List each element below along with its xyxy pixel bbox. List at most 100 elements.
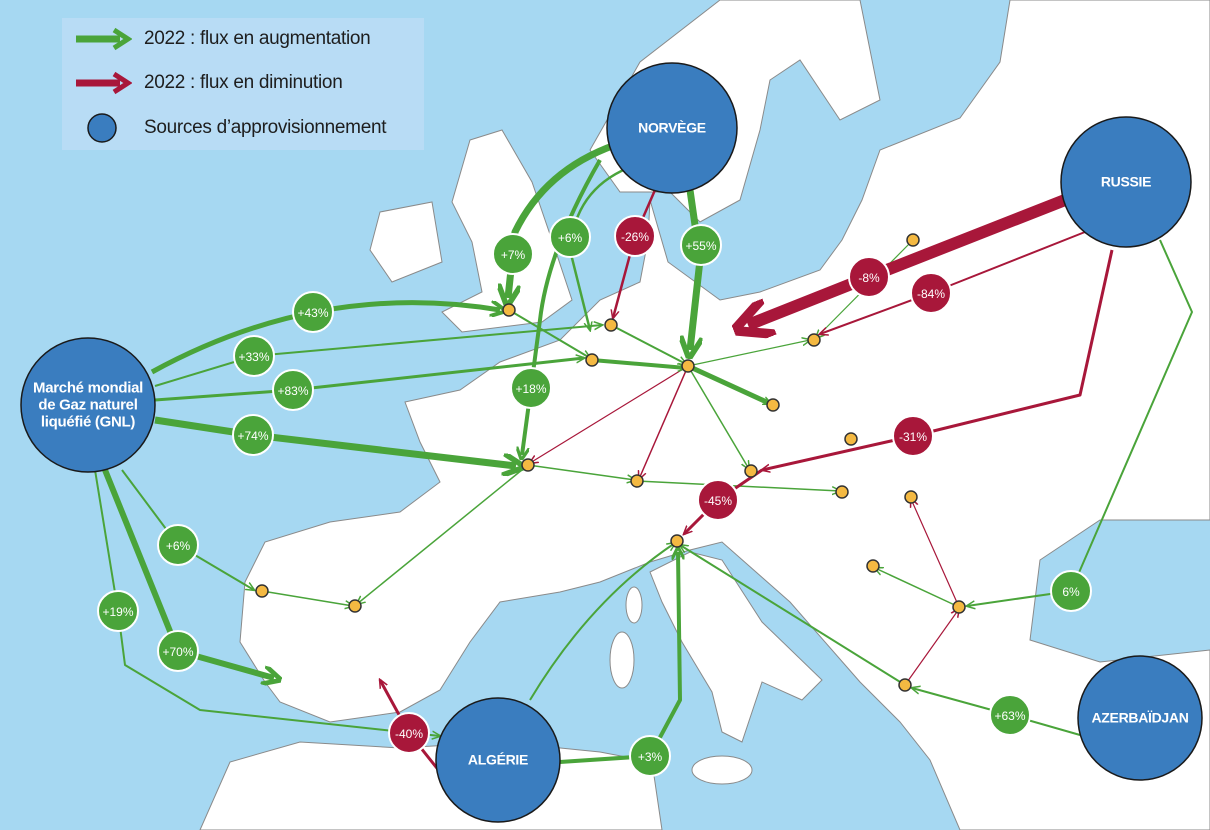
flow-change-label: +43% — [297, 306, 328, 320]
flow-badge: +74% — [232, 414, 274, 456]
flow-badge: +33% — [233, 335, 275, 377]
connector-line — [261, 590, 353, 606]
flow-badge: +6% — [157, 524, 199, 566]
badge-circle — [510, 367, 552, 409]
flow-badge: +3% — [629, 735, 671, 777]
badge-circle — [492, 233, 534, 275]
land-great-britain — [441, 129, 573, 333]
flow-line-increase — [508, 141, 617, 298]
badge-circle — [1050, 570, 1092, 612]
flow-badge: +43% — [292, 291, 334, 333]
connector-line — [508, 309, 590, 358]
connector-line — [527, 464, 635, 480]
source-gnl-circle — [20, 337, 156, 473]
flow-change-label: -8% — [858, 271, 880, 285]
badge-circle — [292, 291, 334, 333]
terminal-dot — [630, 474, 644, 488]
source-norvege-circle — [606, 62, 738, 194]
flow-change-label: +83% — [277, 384, 308, 398]
badge-circle — [680, 224, 722, 266]
flow-badge: +6% — [549, 216, 591, 258]
connector-line — [529, 543, 675, 701]
terminal-dot — [906, 233, 920, 247]
connector-line — [530, 365, 689, 463]
badge-circle — [989, 694, 1031, 736]
source-gnl-label: Marché mondial de Gaz naturel liquéfié (… — [33, 379, 143, 431]
terminal-dot — [585, 353, 599, 367]
flow-change-label: -45% — [704, 494, 732, 508]
flow-change-label: +74% — [237, 429, 268, 443]
badge-circle — [910, 272, 952, 314]
terminal-dot — [670, 534, 684, 548]
badge-circle — [848, 256, 890, 298]
terminal-dot — [502, 303, 516, 317]
terminal-dot — [835, 485, 849, 499]
blue-circle-icon — [87, 113, 117, 143]
flow-change-label: +3% — [638, 750, 663, 764]
flow-badge: +63% — [989, 694, 1031, 736]
badge-circle — [157, 524, 199, 566]
terminal-dot — [904, 490, 918, 504]
terminal-dot — [866, 559, 880, 573]
flow-badge: -45% — [697, 479, 739, 521]
land-corsica — [625, 586, 643, 624]
flow-badge: +55% — [680, 224, 722, 266]
flow-change-label: +70% — [162, 645, 193, 659]
source-circles — [20, 62, 1203, 823]
connector-line — [680, 545, 906, 686]
connector-line — [639, 365, 689, 479]
terminal-dot — [348, 599, 362, 613]
flow-line-increase — [559, 552, 680, 764]
badge-circle — [232, 414, 274, 456]
land-north-africa — [199, 741, 663, 830]
source-azerbaidjan-circle — [1077, 655, 1203, 781]
source-russie-label: RUSSIE — [1100, 173, 1152, 190]
connector-line — [875, 568, 960, 608]
terminal-dot — [952, 600, 966, 614]
legend-item-decrease: 2022 : flux en diminution — [72, 68, 343, 98]
source-azerbaidjan-label: AZERBAÏDJAN — [1091, 709, 1189, 726]
flow-badge: -84% — [910, 272, 952, 314]
badge-circle — [272, 369, 314, 411]
source-algerie-label: ALGÉRIE — [467, 751, 529, 768]
connector-line — [686, 363, 771, 407]
terminal-dot — [744, 464, 758, 478]
flow-change-label: +6% — [166, 539, 191, 553]
terminals — [255, 233, 966, 692]
flow-change-label: +6% — [558, 231, 583, 245]
connector-line — [591, 358, 686, 368]
flow-change-label: +63% — [994, 709, 1025, 723]
flow-badge: +83% — [272, 369, 314, 411]
land-ireland — [369, 201, 443, 283]
land-italy — [649, 551, 823, 743]
source-norvege-label: NORVÈGE — [638, 119, 706, 136]
legend-label: 2022 : flux en augmentation — [144, 28, 371, 49]
legend: 2022 : flux en augmentation 2022 : flux … — [62, 18, 424, 150]
source-algerie-circle — [435, 697, 561, 823]
flow-change-label: 6% — [1062, 585, 1080, 599]
terminal-dot — [604, 318, 618, 332]
legend-label: 2022 : flux en diminution — [144, 72, 343, 93]
land-sicily — [691, 755, 753, 785]
legend-item-increase: 2022 : flux en augmentation — [72, 24, 371, 54]
connector-line — [357, 464, 529, 604]
flow-change-label: -40% — [395, 727, 423, 741]
terminal-dot — [898, 678, 912, 692]
badge-circle — [629, 735, 671, 777]
badge-circle — [157, 630, 199, 672]
flow-badge: -40% — [388, 712, 430, 754]
flow-line-increase — [967, 239, 1193, 606]
red-arrow-icon — [76, 71, 132, 95]
connector-line — [687, 365, 749, 469]
flow-line-increase — [94, 469, 440, 736]
badge-circle — [614, 215, 656, 257]
flow-line-increase — [522, 158, 602, 455]
flow-change-label: -31% — [899, 430, 927, 444]
terminal-dot — [807, 333, 821, 347]
connector-line — [904, 609, 959, 686]
flow-badge: -26% — [614, 215, 656, 257]
flow-change-label: +55% — [685, 239, 716, 253]
terminal-dot — [844, 432, 858, 446]
badge-circle — [549, 216, 591, 258]
flow-change-label: +18% — [515, 382, 546, 396]
